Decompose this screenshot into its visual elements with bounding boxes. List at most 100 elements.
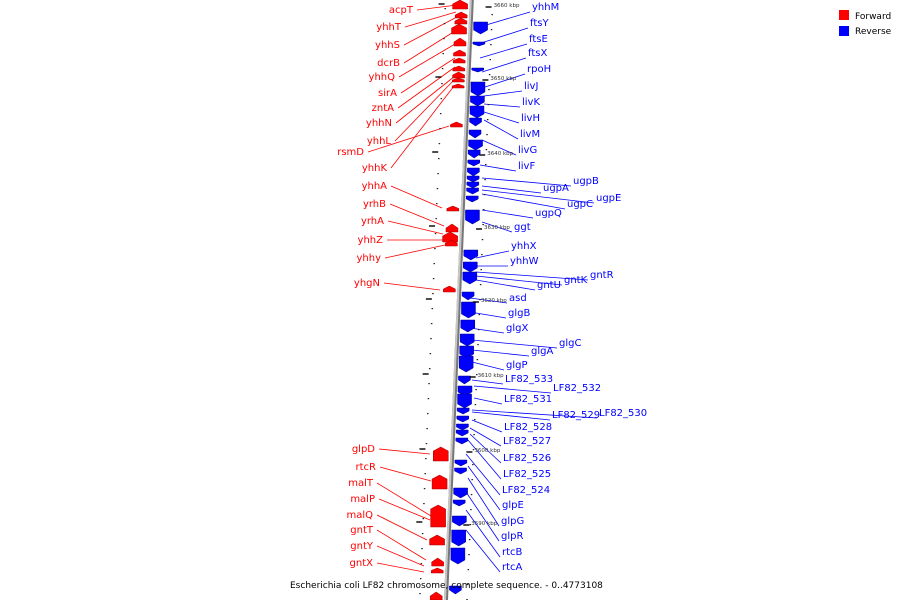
reverse-gene-label: ugpQ bbox=[535, 208, 562, 219]
reverse-gene-arrow bbox=[458, 355, 474, 373]
forward-gene-label: yhhT bbox=[376, 22, 402, 33]
minor-tick-mark bbox=[441, 83, 443, 85]
reverse-connector bbox=[481, 209, 534, 219]
forward-gene-arrow bbox=[452, 0, 468, 10]
forward-gene-arrow bbox=[431, 474, 448, 490]
reverse-gene-label: livK bbox=[522, 97, 540, 108]
minor-tick-mark bbox=[478, 314, 481, 316]
minor-tick-mark bbox=[430, 338, 432, 340]
minor-tick-mark bbox=[427, 398, 430, 400]
reverse-gene-arrow bbox=[455, 429, 469, 437]
minor-tick-mark bbox=[487, 104, 490, 106]
reverse-gene-arrow bbox=[463, 249, 479, 261]
reverse-connector bbox=[481, 73, 526, 89]
reverse-gene-arrow bbox=[453, 487, 468, 499]
reverse-connector bbox=[481, 193, 566, 210]
reverse-gene-label: ugpA bbox=[543, 183, 569, 194]
minor-tick-mark bbox=[485, 149, 488, 151]
forward-gene-label: glpD bbox=[352, 444, 375, 455]
reverse-connector bbox=[475, 271, 589, 281]
reverse-gene-arrow bbox=[456, 415, 470, 423]
minor-tick-mark bbox=[432, 293, 434, 295]
reverse-gene-label: ugpC bbox=[567, 199, 593, 210]
minor-tick-mark bbox=[468, 539, 471, 541]
forward-connector bbox=[398, 43, 456, 78]
forward-connector bbox=[378, 498, 431, 521]
reverse-gene-label: LF82_530 bbox=[599, 408, 647, 419]
forward-gene-arrow bbox=[454, 11, 468, 19]
minor-tick-mark bbox=[489, 59, 492, 61]
minor-tick-mark bbox=[479, 299, 481, 301]
reverse-gene-arrow bbox=[467, 159, 481, 167]
scale-ticks: 3660 kbp 3650 kbp 3640 kbp 3630 kbp 3620 kbp… bbox=[416, 3, 520, 600]
forward-gene-arrow bbox=[452, 65, 466, 72]
minor-tick-mark bbox=[434, 248, 436, 250]
reverse-gene-arrow bbox=[465, 195, 479, 203]
forward-connector bbox=[376, 482, 432, 517]
reverse-gene-label: yhhW bbox=[510, 256, 539, 267]
reverse-connector bbox=[483, 90, 523, 97]
reverse-gene-arrow bbox=[468, 139, 483, 151]
kbp-tick-label: 3650 kbp bbox=[490, 76, 516, 82]
reverse-gene-label: ftsY bbox=[530, 18, 549, 29]
minor-tick-mark bbox=[491, 14, 493, 16]
reverse-connector bbox=[477, 27, 529, 45]
reverse-connector bbox=[479, 43, 528, 59]
reverse-gene-label: yhhM bbox=[532, 2, 559, 13]
forward-gene-label: yhgN bbox=[354, 278, 380, 289]
reverse-gene-arrow bbox=[467, 149, 481, 159]
reverse-gene-label: rtcA bbox=[502, 562, 523, 573]
minor-tick-mark bbox=[425, 443, 428, 445]
minor-tick-mark bbox=[480, 269, 482, 271]
reverse-gene-arrow bbox=[460, 319, 476, 333]
reverse-gene-arrow bbox=[472, 41, 486, 47]
forward-gene-arrow bbox=[431, 557, 444, 567]
reverse-connector bbox=[471, 379, 504, 385]
reverse-connector bbox=[481, 185, 542, 194]
gene-features bbox=[429, 0, 488, 600]
forward-connector bbox=[379, 466, 432, 482]
forward-gene-label: yrhA bbox=[361, 216, 384, 227]
forward-connector bbox=[389, 203, 445, 227]
forward-connector bbox=[376, 545, 425, 567]
reverse-gene-label: gntK bbox=[564, 275, 588, 286]
forward-connector bbox=[390, 185, 443, 209]
reverse-gene-label: glgB bbox=[508, 308, 530, 319]
minor-tick-mark bbox=[472, 464, 474, 466]
reverse-gene-arrow bbox=[451, 529, 466, 547]
minor-tick-mark bbox=[444, 8, 446, 10]
reverse-connector bbox=[483, 119, 519, 140]
forward-connector bbox=[390, 85, 455, 169]
reverse-gene-label: gntU bbox=[537, 280, 561, 291]
reverse-gene-arrow bbox=[456, 407, 470, 415]
reverse-connector bbox=[465, 509, 501, 558]
forward-connector bbox=[404, 11, 457, 28]
minor-tick-mark bbox=[425, 458, 427, 460]
forward-gene-label: malP bbox=[350, 494, 375, 505]
gene-labels: acpT yhhT yhhS dcrB yhhQ sirA zntA yhhN yhhLrsmD… bbox=[337, 2, 647, 573]
minor-tick-mark bbox=[490, 44, 492, 46]
reverse-connector bbox=[475, 275, 563, 286]
minor-tick-mark bbox=[482, 224, 484, 226]
minor-tick-mark bbox=[470, 509, 472, 511]
reverse-gene-label: livJ bbox=[524, 81, 538, 92]
minor-tick-mark bbox=[484, 164, 487, 166]
reverse-gene-label: LF82_525 bbox=[503, 469, 551, 480]
minor-tick-mark bbox=[486, 134, 488, 136]
reverse-connector bbox=[483, 111, 520, 124]
minor-tick-mark bbox=[439, 113, 442, 115]
reverse-gene-label: glpG bbox=[501, 516, 524, 527]
minor-tick-mark bbox=[468, 554, 470, 556]
minor-tick-mark bbox=[481, 254, 483, 256]
forward-gene-label: yhhy bbox=[356, 253, 381, 264]
forward-gene-arrow bbox=[450, 121, 463, 128]
minor-tick-mark bbox=[476, 359, 479, 361]
minor-tick-mark bbox=[479, 284, 482, 286]
reverse-gene-label: ugpE bbox=[596, 193, 621, 204]
minor-tick-mark bbox=[475, 374, 478, 376]
forward-gene-label: gntT bbox=[350, 525, 374, 536]
reverse-gene-label: glpE bbox=[502, 500, 524, 511]
reverse-connector bbox=[471, 339, 558, 349]
reverse-connector bbox=[481, 189, 595, 204]
reverse-gene-arrow bbox=[461, 301, 476, 319]
